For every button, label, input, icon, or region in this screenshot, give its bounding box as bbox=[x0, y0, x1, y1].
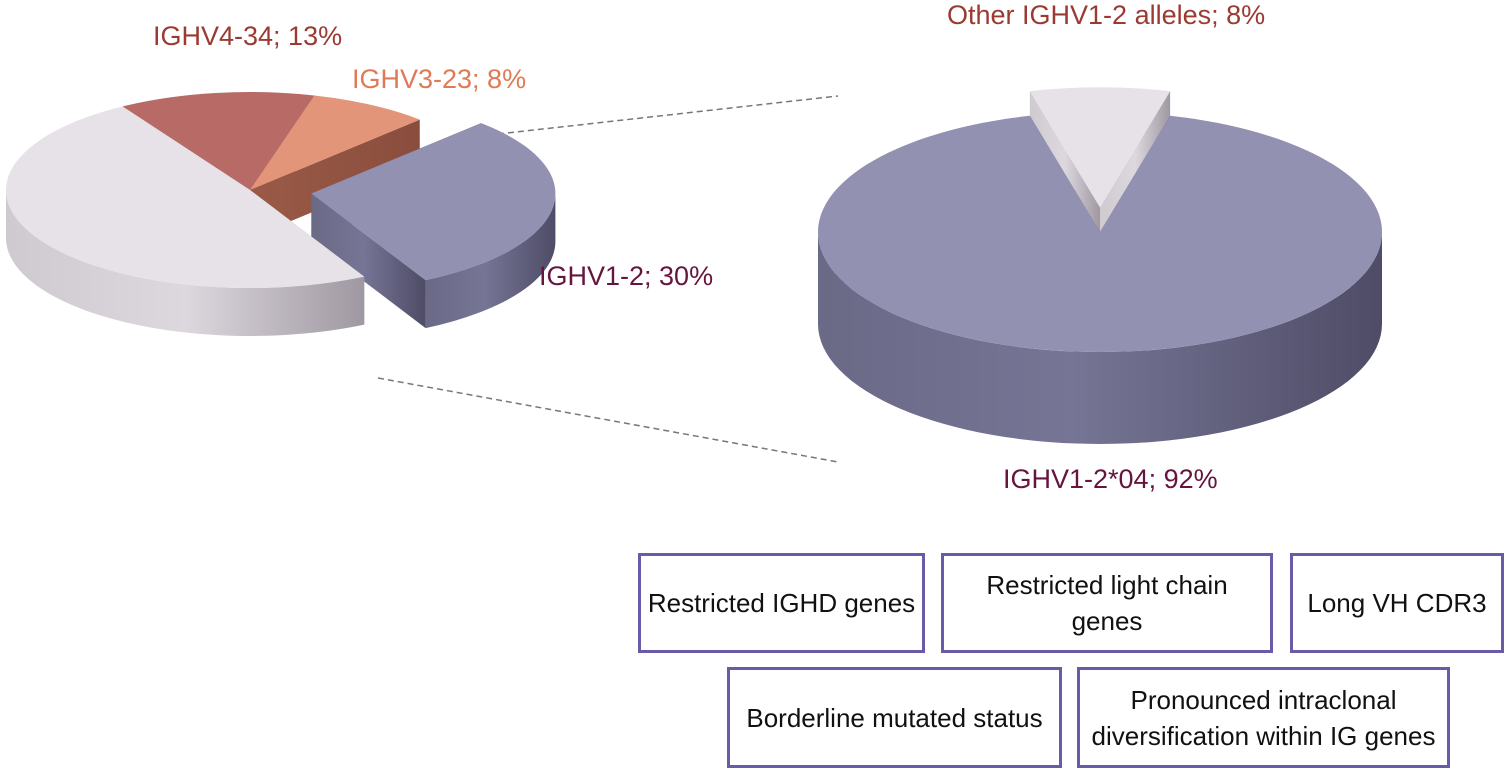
connector-line-bottom bbox=[377, 377, 839, 463]
slice-ighv1-2-30 bbox=[311, 123, 556, 329]
slice-ighv1-2-04-92 bbox=[817, 115, 1382, 444]
label-ighv1-2-04: IGHV1-2*04; 92% bbox=[1003, 464, 1218, 494]
connector-line-top bbox=[497, 95, 839, 135]
pie-chart-ighv-genes bbox=[6, 92, 556, 336]
slice-top bbox=[122, 92, 315, 190]
label-ighv4-34: IGHV4-34; 13% bbox=[153, 21, 342, 51]
feature-box-intraclonal-diversification: Pronounced intraclonal diversification w… bbox=[1077, 667, 1450, 768]
slice-top bbox=[250, 95, 420, 190]
label-ighv1-2: IGHV1-2; 30% bbox=[539, 261, 713, 291]
feature-box-borderline-mutated-status: Borderline mutated status bbox=[727, 667, 1062, 768]
slice-top bbox=[1029, 87, 1171, 208]
label-other-ighv1-2-alleles: Other IGHV1-2 alleles; 8% bbox=[947, 0, 1265, 30]
feature-box-long-vh-cdr3: Long VH CDR3 bbox=[1290, 553, 1504, 653]
slice-side bbox=[818, 232, 1382, 444]
slice-wall bbox=[250, 119, 420, 238]
slice-unlabeled bbox=[6, 106, 365, 336]
slice-top bbox=[6, 106, 365, 288]
pie-chart-ighv1-2-alleles bbox=[817, 87, 1382, 444]
slice-top bbox=[311, 123, 556, 281]
feature-box-restricted-ighd-genes: Restricted IGHD genes bbox=[638, 553, 925, 653]
slice-wall bbox=[311, 193, 426, 329]
slice-top bbox=[817, 115, 1382, 352]
label-ighv3-23: IGHV3-23; 8% bbox=[352, 64, 526, 94]
slice-side bbox=[425, 193, 556, 329]
feature-box-restricted-light-chain-genes: Restricted light chain genes bbox=[941, 553, 1273, 653]
slice-side bbox=[6, 190, 365, 336]
